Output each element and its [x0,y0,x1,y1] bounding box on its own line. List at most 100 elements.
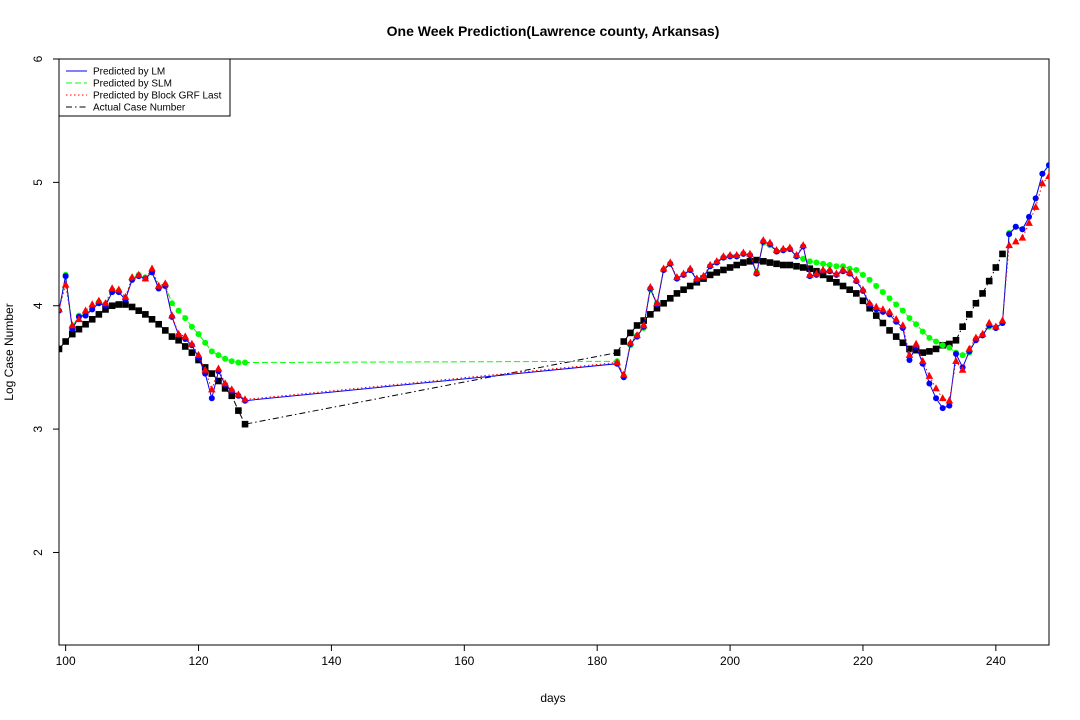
data-point [946,402,953,409]
data-point [926,380,933,387]
data-point [68,321,77,329]
legend-label: Actual Case Number [93,103,186,114]
data-point [162,327,169,334]
data-point [121,292,130,300]
data-point [906,345,913,353]
data-point [155,320,162,328]
data-point [88,300,97,308]
data-point [181,332,190,340]
data-point [952,350,959,357]
y-tick-label: 3 [31,425,45,432]
y-tick-label: 5 [31,179,45,186]
data-point [686,264,695,272]
data-point [932,384,940,392]
data-point [938,394,947,402]
data-point [62,273,69,280]
data-point [819,271,827,279]
data-point [61,280,70,288]
data-point [241,395,249,403]
data-point [740,259,747,266]
data-point [726,250,734,258]
data-point [1019,226,1026,233]
data-point [999,250,1006,258]
data-point [194,350,203,358]
data-point [912,339,920,347]
data-point [620,338,628,345]
data-point [148,264,156,272]
data-point [188,323,195,330]
data-point [719,252,728,260]
data-point [1045,172,1049,179]
data-point [62,338,69,345]
data-point [932,345,940,353]
data-point [95,296,103,304]
data-point [202,339,209,346]
data-point [95,311,103,318]
data-point [972,333,980,341]
data-point [879,289,886,296]
data-point [732,250,741,258]
data-point [925,371,934,379]
data-point [168,333,176,340]
legend-label: Predicted by Block GRF Last [93,91,222,102]
data-point [806,258,813,265]
data-point [786,261,794,269]
data-point [806,270,814,278]
data-point [833,263,840,270]
data-point [766,259,774,266]
data-point [215,377,222,385]
data-point [182,315,189,322]
data-point [845,268,854,276]
data-point [933,338,940,345]
x-tick-label: 120 [189,654,209,668]
data-point [666,258,675,266]
data-point [812,269,821,277]
data-point [686,282,694,290]
x-tick-label: 160 [454,654,474,668]
data-point [82,320,89,328]
data-point [859,271,866,278]
data-point [759,236,768,244]
data-point [208,348,215,355]
series-line [59,253,1003,425]
data-point [972,299,980,307]
data-point [959,323,966,331]
data-point [673,273,681,281]
data-point [181,343,189,350]
data-point [168,311,176,319]
data-point [122,301,129,308]
data-point [733,261,741,269]
data-point [879,305,887,313]
y-tick-label: 6 [31,55,45,62]
data-point [174,329,183,337]
data-point [766,238,774,246]
data-point [865,299,874,307]
data-point [759,258,767,265]
data-point [853,290,860,297]
x-tick-label: 200 [720,654,740,668]
data-point [1038,179,1047,187]
data-point [872,312,880,319]
x-tick-label: 100 [56,654,76,668]
data-point [141,274,150,282]
x-axis-label: days [540,691,565,705]
data-point [706,271,714,279]
data-point [746,249,754,257]
data-point [885,307,894,315]
data-point [820,260,827,267]
data-point [899,321,907,329]
data-point [175,307,182,314]
data-point [235,359,242,366]
data-point [75,325,83,333]
data-point [693,274,701,282]
data-point [208,395,215,402]
data-point [919,328,926,335]
legend-label: Predicted by LM [93,67,165,78]
data-point [142,311,149,318]
data-point [726,264,734,271]
data-point [846,286,853,293]
data-point [998,316,1007,324]
data-point [806,265,814,273]
